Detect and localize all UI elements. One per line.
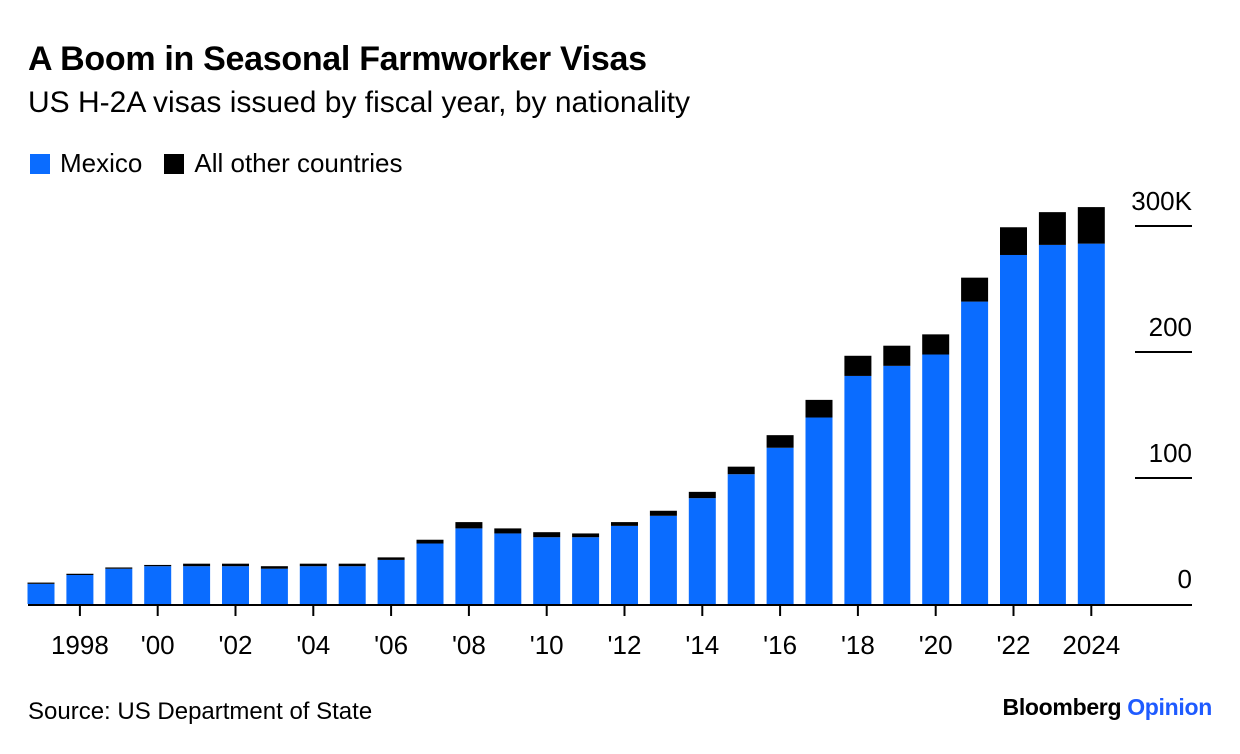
x-tick-label-1998: 1998 (51, 630, 109, 660)
bar-other-2019 (883, 345, 911, 366)
x-tick-label-2024: 2024 (1062, 630, 1120, 660)
bar-chart: 0 100 200 300K 1998 '00 '02 '04 '06 '08 '10 '12 '14… (27, 186, 1193, 660)
legend-item-other: All other countries (164, 148, 402, 179)
bar-other-2007 (416, 539, 444, 544)
bar-other-2006 (377, 557, 405, 560)
bar-other-1997 (27, 582, 55, 584)
bar-other-2020 (922, 334, 950, 355)
bar-mexico-2022 (1000, 254, 1027, 605)
x-tick-label-2008: '08 (452, 630, 486, 660)
x-tick-label-2010: '10 (530, 630, 564, 660)
bar-mexico-2002 (222, 566, 249, 604)
bar-other-2012 (611, 522, 638, 526)
x-tick-label-2000: '00 (141, 630, 175, 660)
brand-logo: Bloomberg Opinion (1002, 694, 1213, 721)
bar-other-2016 (766, 435, 794, 448)
bar-mexico-1997 (27, 583, 55, 604)
bar-other-1999 (105, 567, 133, 569)
x-tick-label-2006: '06 (374, 630, 408, 660)
bar-other-2013 (649, 510, 677, 516)
bar-other-2021 (961, 277, 989, 302)
bar-other-2002 (222, 563, 249, 567)
y-tick-label-300: 300K (1131, 186, 1192, 216)
bar-other-2015 (727, 466, 755, 475)
bar-other-2001 (183, 563, 211, 567)
bar-mexico-2020 (922, 354, 950, 604)
source-note: Source: US Department of State (28, 698, 373, 725)
bar-other-2000 (144, 564, 172, 567)
x-tick-label-2002: '02 (219, 630, 253, 660)
brand-name: Bloomberg (1002, 694, 1122, 720)
bar-mexico-2013 (649, 515, 677, 604)
bar-mexico-2000 (144, 566, 172, 604)
legend-label-mexico: Mexico (60, 148, 143, 178)
bar-other-2022 (1000, 227, 1027, 255)
legend: Mexico All other countries (30, 148, 424, 179)
bar-mexico-2018 (844, 375, 872, 604)
bar-other-2009 (494, 528, 522, 534)
bar-mexico-1999 (105, 568, 133, 604)
bar-mexico-2006 (377, 559, 405, 604)
y-tick-label-200: 200 (1149, 312, 1192, 342)
chart-subtitle: US H-2A visas issued by fiscal year, by … (28, 86, 690, 119)
bar-mexico-2016 (766, 447, 794, 604)
bar-mexico-2019 (883, 365, 911, 604)
bar-other-2003 (260, 566, 288, 569)
x-tick-label-2004: '04 (296, 630, 330, 660)
chart-title: A Boom in Seasonal Farmworker Visas (28, 40, 647, 78)
bar-other-2004 (299, 563, 327, 567)
brand-section: Opinion (1127, 694, 1212, 720)
bars-group (27, 207, 1105, 605)
bar-mexico-2012 (611, 525, 638, 604)
bar-mexico-2008 (455, 528, 483, 604)
bar-mexico-1998 (66, 575, 94, 604)
bar-mexico-2003 (260, 568, 288, 604)
bar-other-2010 (533, 532, 561, 538)
y-tick-label-100: 100 (1149, 438, 1192, 468)
bar-mexico-2010 (533, 537, 561, 604)
bar-other-2024 (1077, 207, 1105, 244)
legend-label-other: All other countries (194, 148, 403, 178)
bar-other-2018 (844, 355, 872, 376)
legend-item-mexico: Mexico (30, 148, 142, 179)
x-tick-label-2022: '22 (997, 630, 1031, 660)
bar-mexico-2005 (338, 566, 366, 604)
bar-mexico-2021 (961, 301, 989, 604)
bar-other-2005 (338, 563, 366, 567)
x-tick-label-2012: '12 (608, 630, 642, 660)
bar-other-2014 (688, 491, 716, 499)
bar-other-2023 (1038, 212, 1066, 245)
x-tick-label-2016: '16 (763, 630, 797, 660)
bar-mexico-2007 (416, 543, 444, 604)
bar-mexico-2023 (1038, 244, 1066, 604)
bar-other-1998 (66, 573, 94, 576)
bar-mexico-2009 (494, 533, 522, 604)
y-tick-label-0: 0 (1178, 564, 1192, 594)
x-tick-label-2020: '20 (919, 630, 953, 660)
x-tick-label-2014: '14 (685, 630, 719, 660)
bar-mexico-2017 (805, 417, 833, 604)
x-axis: 1998 '00 '02 '04 '06 '08 '10 '12 '14 '16 '18 '20 '22… (28, 604, 1192, 660)
bar-mexico-2004 (299, 566, 327, 604)
bar-mexico-2014 (688, 498, 716, 604)
bar-other-2017 (805, 399, 833, 418)
bar-mexico-2011 (572, 537, 600, 604)
bar-mexico-2024 (1077, 243, 1105, 604)
bar-other-2008 (455, 522, 483, 529)
legend-swatch-mexico (30, 153, 50, 174)
x-tick-label-2018: '18 (841, 630, 875, 660)
bar-other-2011 (572, 533, 600, 538)
bar-mexico-2015 (727, 474, 755, 604)
bar-mexico-2001 (183, 566, 211, 604)
legend-swatch-other (164, 153, 185, 174)
y-axis: 0 100 200 300K (1131, 186, 1192, 594)
